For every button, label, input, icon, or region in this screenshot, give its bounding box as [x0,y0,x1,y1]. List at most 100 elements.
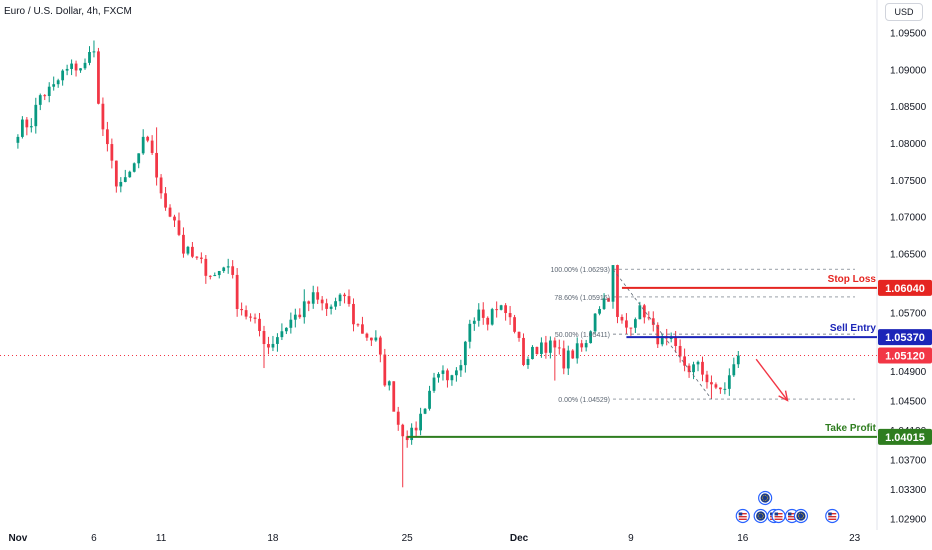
us-flag-stripe [828,513,837,515]
candle-body [20,119,24,137]
time-tick-label: 6 [91,533,97,544]
price-tick-label: 1.06500 [890,249,927,260]
time-tick-label: 23 [849,533,861,544]
candle-body [347,296,351,304]
current-price-label: 1.05120 [885,351,925,363]
candle-body [132,163,136,172]
candle-body [226,266,230,268]
stop-price-tag [878,279,932,296]
candle-body [553,340,557,348]
candle-body [526,359,530,365]
currency-selector[interactable]: USD [885,3,923,21]
candle-body [437,373,440,378]
candle-body [548,340,552,353]
candle-body [522,337,525,365]
candle-body [70,63,73,69]
candle-body [557,347,561,349]
candle-body [701,361,704,375]
candle-body [535,346,539,354]
price-tick-label: 1.03300 [890,485,927,496]
us-flag-stripe [787,516,796,518]
candle-body [146,136,150,141]
candle-body [343,294,346,297]
candle-body [517,331,521,338]
candle-body [602,298,606,309]
candle-body [472,320,476,324]
candle-body [374,337,378,341]
candle-body [736,355,740,365]
candle-body [575,343,579,359]
candle-body [356,324,360,326]
candle-body [392,381,396,412]
candle-body [683,356,686,366]
candle-body [369,337,373,341]
candle-body [83,62,87,69]
time-tick-label: 11 [156,533,167,544]
candle-body [114,160,118,187]
candle-body [97,51,100,104]
candle-body [164,193,167,208]
us-flag-stripe [738,518,747,520]
candle-body [625,320,628,328]
candle-body [678,345,682,357]
candle-body [620,316,624,321]
candle-body [213,275,217,277]
candle-body [401,424,405,437]
candle-body [329,306,333,309]
candle-body [222,267,226,271]
candle-body [647,317,651,319]
candle-body [584,343,588,348]
eu-flag-stars [757,513,764,520]
candle-body [531,346,534,360]
projection-arrow-line [755,358,789,401]
candle-body [123,177,127,182]
time-tick-label: Nov [8,533,27,544]
candle-body [298,314,302,318]
us-flag-stripe [738,513,747,515]
fib-level-label: 50.00% (1.05411) [555,332,610,339]
candle-body [271,343,275,348]
price-tick-label: 1.02900 [890,514,927,525]
candle-body [446,370,449,381]
candle-body [155,152,158,178]
price-tick-label: 1.07000 [890,213,927,224]
candle-body [276,337,279,344]
candle-body [499,305,503,310]
candle-body [244,310,248,317]
candle-body [723,388,727,390]
candle-body [629,327,633,329]
us-flag-stripe [787,518,796,520]
candle-body [150,140,154,153]
candle-body [231,266,235,275]
candle-body [656,324,660,345]
candle-body [490,309,494,325]
candle-body [544,342,548,353]
candle-body [660,336,664,345]
candle-body [611,265,615,302]
fib-level-label: 78.60% (1.05916) [554,295,610,302]
candle-body [580,343,584,348]
candle-body [633,319,637,328]
time-tick-label: 25 [402,533,414,544]
candle-body [727,375,731,389]
candle-body [92,51,96,53]
candle-body [253,317,257,319]
candle-body [607,298,610,302]
candle-body [486,317,490,325]
us-flag-canton [828,512,832,516]
entry-name-label: Sell Entry [830,323,877,334]
take-profit-price-tag [878,428,932,445]
candle-body [199,257,203,259]
candle-body [159,177,163,194]
candle-body [204,258,208,276]
candle-body [414,427,418,431]
candle-body [128,171,132,178]
candle-body [38,95,42,105]
candle-body [258,318,261,332]
candle-body [34,104,38,127]
candle-body [562,348,566,369]
candle-body [508,313,512,318]
candle-body [249,316,252,318]
